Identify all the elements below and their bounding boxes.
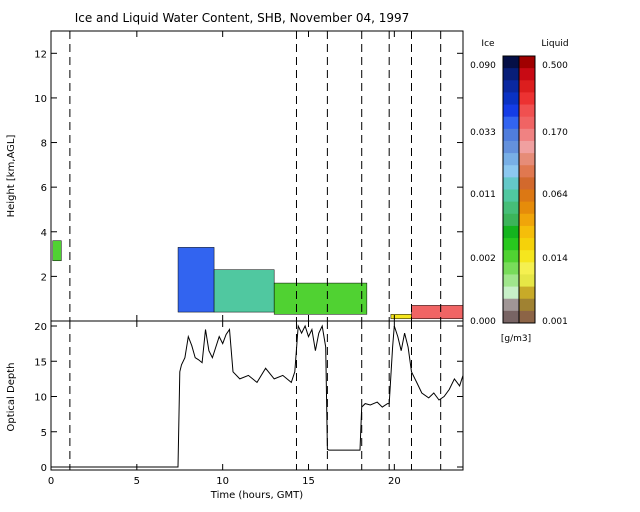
ice-colorbar-label: 0.011 [470,190,496,200]
liquid-colorbar-swatch [519,213,535,227]
liquid-colorbar-swatch [519,201,535,215]
ice-colorbar-swatch [503,68,519,81]
liquid-colorbar-label: 0.014 [542,254,568,264]
height-tick-label: 2 [41,272,47,283]
liquid-colorbar-swatch [519,177,535,190]
liquid-colorbar-swatch [519,286,535,300]
ice-colorbar-swatch [503,238,519,251]
liquid-colorbar-label: 0.500 [542,61,568,71]
liquid-colorbar-swatch [519,310,535,324]
ice-colorbar-label: 0.033 [470,128,496,138]
ice-colorbar-swatch [503,153,519,166]
ice-colorbar [503,56,519,324]
liquid-colorbar-swatch [519,262,535,275]
cloud-region-ice [213,269,275,313]
cloud-region-ice [52,240,62,262]
height-tick-label: 10 [34,94,47,105]
ice-colorbar-swatch [503,140,519,154]
liquid-colorbar-label: 0.064 [542,190,568,200]
liquid-colorbar-swatch [519,68,535,81]
liquid-colorbar-swatch [519,140,535,154]
ice-colorbar-title: Ice [481,39,495,49]
ice-colorbar-swatch [503,128,519,142]
ice-colorbar-swatch [503,92,519,106]
ice-colorbar-swatch [503,56,519,69]
ice-colorbar-swatch [503,310,519,324]
liquid-colorbar-swatch [519,189,535,203]
liquid-colorbar [519,56,535,324]
optical-depth-line [51,324,464,468]
time-axis-label: Time (hours, GMT) [210,490,304,501]
optical-depth-tick-label: 0 [41,463,47,474]
ice-colorbar-swatch [503,274,519,288]
liquid-colorbar-swatch [519,128,535,142]
liquid-colorbar-swatch [519,165,535,178]
cloud-region-liquid [411,305,464,320]
ice-colorbar-swatch [503,250,519,263]
liquid-colorbar-swatch [519,225,535,239]
liquid-colorbar-swatch [519,92,535,106]
ice-colorbar-swatch [503,80,519,93]
time-tick-label: 20 [388,476,401,487]
liquid-colorbar-label: 0.001 [542,317,568,327]
ice-colorbar-label: 0.002 [470,254,496,264]
liquid-colorbar-swatch [519,298,535,312]
height-tick-label: 12 [34,49,47,60]
liquid-colorbar-label: 0.170 [542,128,568,138]
ice-colorbar-swatch [503,201,519,215]
ice-colorbar-swatch [503,213,519,227]
optical-depth-plot-frame [50,320,464,471]
ice-colorbar-label: 0.090 [470,61,496,71]
colorbar-labels: 0.090 0.500 0.033 0.170 0.011 0.064 0.002 0.014… [470,61,568,327]
liquid-colorbar-swatch [519,274,535,288]
height-time-plot: 2 4 6 8 10 12 Height [km,AGL] [6,30,464,322]
optical-depth-plot: 0 5 10 15 20 0 5 10 15 20 Optical Depth Time (hou… [6,320,464,501]
height-axis-label: Height [km,AGL] [6,135,17,218]
time-tick-label: 0 [48,476,54,487]
chart-title: Ice and Liquid Water Content, SHB, Novem… [75,11,410,25]
optical-depth-tick-label: 10 [34,393,47,404]
liquid-colorbar-swatch [519,238,535,251]
event-markers-lower [69,321,442,470]
liquid-colorbar-frame [518,55,536,324]
ice-colorbar-swatch [503,286,519,300]
liquid-colorbar-swatch [519,56,535,69]
optical-depth-tick-label: 5 [41,428,47,439]
ice-colorbar-swatch [503,104,519,118]
ice-colorbar-swatch [503,177,519,190]
height-axis-ticks: 2 4 6 8 10 12 [34,31,463,321]
height-tick-label: 4 [41,228,47,239]
colorbar-units: [g/m3] [501,334,531,344]
cloud-bands [52,240,464,320]
ice-colorbar-swatch [503,165,519,178]
liquid-colorbar-title: Liquid [541,39,568,49]
cloud-region-ice [273,282,368,315]
height-tick-label: 8 [41,139,47,150]
event-markers [69,31,442,321]
ice-colorbar-swatch [503,262,519,275]
liquid-colorbar-swatch [519,80,535,93]
ice-colorbar-swatch [503,189,519,203]
liquid-colorbar-swatch [519,250,535,263]
cloud-region-ice [177,247,215,313]
ice-colorbar-swatch [503,225,519,239]
liquid-colorbar-swatch [519,104,535,118]
ice-colorbar-swatch [503,298,519,312]
liquid-colorbar-swatch [519,153,535,166]
ice-colorbar-label: 0.000 [470,317,496,327]
optical-depth-axis-label: Optical Depth [6,363,17,432]
optical-depth-tick-label: 15 [34,357,47,368]
ice-colorbar-swatch [503,116,519,130]
optical-depth-axis-ticks: 0 5 10 15 20 0 5 10 15 20 [34,321,463,487]
optical-depth-tick-label: 20 [34,322,47,333]
time-tick-label: 15 [302,476,315,487]
colorbar: Ice Liquid 0.090 0.500 0.033 0.170 0.011 0.06… [470,39,568,344]
liquid-colorbar-swatch [519,116,535,130]
time-tick-label: 5 [134,476,140,487]
height-tick-label: 6 [41,183,47,194]
time-tick-label: 10 [216,476,229,487]
